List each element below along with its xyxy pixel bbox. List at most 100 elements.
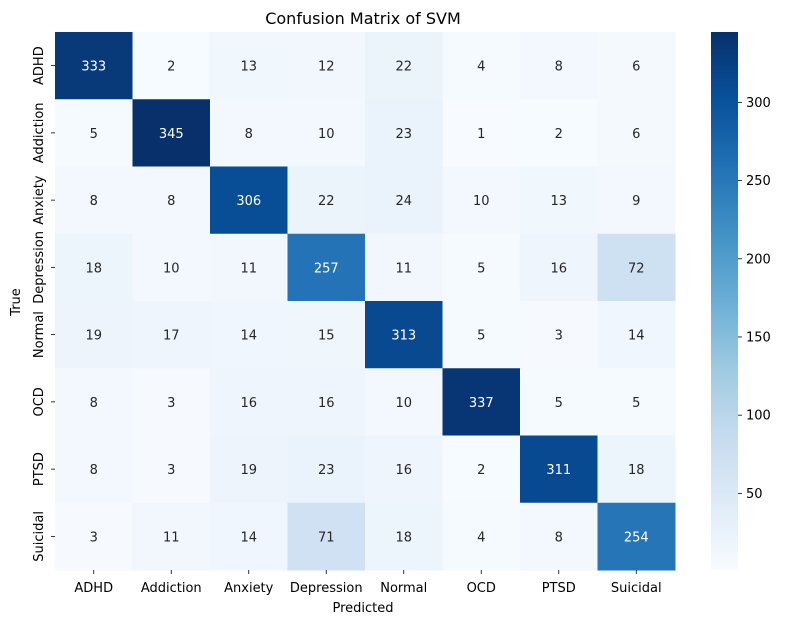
- cell-value-label: 5: [477, 261, 485, 276]
- y-tick-label: PTSD: [32, 452, 47, 486]
- heatmap-cell: [442, 166, 521, 235]
- cell-value-label: 10: [318, 127, 335, 142]
- heatmap-cell: [365, 435, 443, 504]
- cell-value-label: 8: [555, 530, 563, 545]
- cell-value-label: 5: [555, 396, 563, 411]
- colorbar-tick-label: 250: [746, 174, 771, 189]
- heatmap-cell: [597, 32, 676, 100]
- y-axis-label: True: [9, 288, 24, 317]
- heatmap-cell: [597, 301, 676, 369]
- cell-value-label: 10: [163, 261, 180, 276]
- heatmap-cell: [365, 368, 443, 436]
- cell-value-label: 24: [395, 194, 412, 209]
- heatmap-cell: [55, 368, 133, 436]
- cell-value-label: 19: [85, 329, 102, 344]
- heatmap-cell: [210, 32, 288, 100]
- x-tick-label: Depression: [290, 581, 363, 596]
- cell-value-label: 1: [477, 127, 485, 142]
- y-tick-label: Depression: [32, 231, 47, 304]
- heatmap-cell: [520, 233, 598, 302]
- cell-value-label: 5: [477, 329, 485, 344]
- cell-value-label: 313: [391, 329, 416, 344]
- cell-value-label: 10: [395, 396, 412, 411]
- x-tick-label: ADHD: [74, 581, 113, 596]
- heatmap-cell: [287, 99, 366, 167]
- heatmap-cell: [210, 301, 288, 369]
- y-tick-label: Suicidal: [32, 511, 47, 562]
- heatmap-cell: [520, 368, 598, 436]
- cell-value-label: 13: [550, 194, 567, 209]
- heatmap-cell: [597, 233, 676, 302]
- cell-value-label: 6: [632, 127, 640, 142]
- heatmap-cell: [132, 32, 211, 100]
- heatmap-cell-labels: 333 2 13 12 22 4 8 65 345 8 10 23 1 2 68 8 306 22 24 10 13 91…: [81, 60, 648, 546]
- cell-value-label: 17: [163, 329, 180, 344]
- cell-value-label: 71: [318, 530, 335, 545]
- heatmap-cell: [132, 301, 211, 369]
- cell-value-label: 8: [167, 194, 175, 209]
- heatmap-cell: [210, 233, 288, 302]
- heatmap-cell: [55, 435, 133, 504]
- heatmap-cell: [520, 99, 598, 167]
- cell-value-label: 72: [628, 261, 645, 276]
- cell-value-label: 254: [624, 530, 649, 545]
- cell-value-label: 345: [159, 127, 184, 142]
- cell-value-label: 5: [632, 396, 640, 411]
- cell-value-label: 19: [240, 463, 257, 478]
- y-tick-label: Addiction: [32, 102, 47, 163]
- cell-value-label: 257: [314, 261, 339, 276]
- cell-value-label: 10: [473, 194, 490, 209]
- heatmap-cell: [287, 166, 366, 235]
- cell-value-label: 22: [318, 194, 335, 209]
- cell-value-label: 8: [90, 396, 98, 411]
- heatmap-cell: [132, 502, 211, 571]
- heatmap-cell: [132, 435, 211, 504]
- cell-value-label: 337: [469, 396, 494, 411]
- heatmap-cell: [442, 502, 521, 571]
- cell-value-label: 22: [395, 60, 412, 75]
- heatmap-cell: [287, 435, 366, 504]
- cell-value-label: 18: [85, 261, 102, 276]
- x-tick-label: Suicidal: [611, 581, 662, 596]
- colorbar-tick-label: 50: [746, 487, 763, 502]
- x-tick-label: OCD: [467, 581, 496, 596]
- x-tick-label: Addiction: [141, 581, 202, 596]
- x-tick-label: PTSD: [542, 581, 576, 596]
- heatmap-cell: [597, 502, 676, 571]
- cell-value-label: 18: [395, 530, 412, 545]
- heatmap-cell: [55, 166, 133, 235]
- cell-value-label: 13: [240, 60, 257, 75]
- y-tick-label: Anxiety: [32, 175, 47, 225]
- heatmap-cell: [442, 368, 521, 436]
- cell-value-label: 333: [81, 60, 106, 75]
- cell-value-label: 11: [395, 261, 412, 276]
- cell-value-label: 14: [628, 329, 645, 344]
- cell-value-label: 11: [163, 530, 180, 545]
- heatmap-cell: [287, 502, 366, 571]
- heatmap-cell: [520, 435, 598, 504]
- cell-value-label: 6: [632, 60, 640, 75]
- heatmap-cell: [210, 502, 288, 571]
- heatmap-cell: [365, 166, 443, 235]
- heatmap-cell: [520, 301, 598, 369]
- y-axis-ticks: ADHD Addiction Anxiety Depression Normal OCD P…: [32, 46, 55, 562]
- heatmap-cell: [597, 435, 676, 504]
- heatmap-cell: [442, 301, 521, 369]
- heatmap-cell: [442, 99, 521, 167]
- heatmap-cell: [287, 32, 366, 100]
- cell-value-label: 4: [477, 60, 485, 75]
- heatmap-cell: [365, 233, 443, 302]
- heatmap-cell: [597, 99, 676, 167]
- heatmap-cell: [132, 368, 211, 436]
- cell-value-label: 23: [318, 463, 335, 478]
- cell-value-label: 3: [555, 329, 563, 344]
- cell-value-label: 16: [550, 261, 567, 276]
- heatmap-cell: [442, 435, 521, 504]
- heatmap-cell: [287, 368, 366, 436]
- cell-value-label: 3: [90, 530, 98, 545]
- chart-title: Confusion Matrix of SVM: [265, 9, 461, 28]
- cell-value-label: 8: [245, 127, 253, 142]
- y-tick-label: ADHD: [32, 46, 47, 85]
- heatmap-cell: [55, 233, 133, 302]
